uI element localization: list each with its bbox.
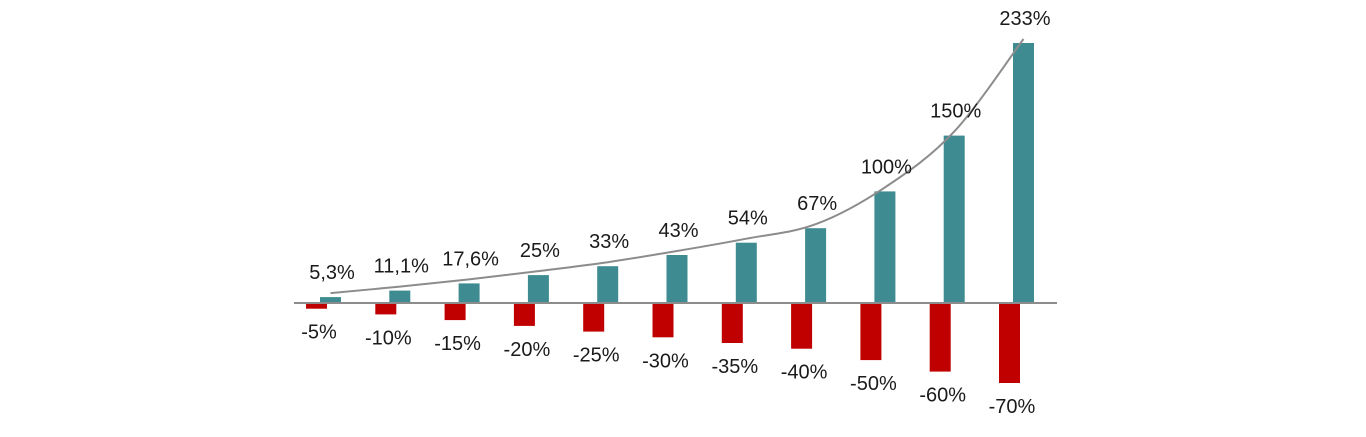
gain-trend-curve xyxy=(330,38,1025,295)
gain-bar xyxy=(458,283,480,303)
gain-bar xyxy=(597,266,619,303)
loss-bar xyxy=(306,303,327,309)
gain-bar xyxy=(805,228,827,303)
loss-bar xyxy=(583,303,605,332)
gain-data-label: 11,1% xyxy=(374,256,429,278)
loss-bar xyxy=(929,303,951,372)
loss-data-label: -5% xyxy=(301,322,337,344)
gain-bar xyxy=(666,255,688,303)
loss-bar xyxy=(375,303,397,315)
gain-data-label: 150% xyxy=(930,101,981,123)
loss-data-label: -25% xyxy=(573,345,620,367)
gain-bar xyxy=(320,297,341,303)
loss-bar xyxy=(791,303,813,349)
gain-bar xyxy=(389,290,411,303)
loss-bars xyxy=(306,303,1020,383)
gain-data-label: 43% xyxy=(658,220,698,242)
loss-bar xyxy=(652,303,674,338)
loss-data-label: -35% xyxy=(711,356,758,378)
gain-data-label: 25% xyxy=(520,240,560,262)
gain-data-label: 33% xyxy=(589,231,629,253)
loss-data-label: -60% xyxy=(919,385,966,407)
loss-data-label: -10% xyxy=(365,327,412,349)
gain-data-label: 67% xyxy=(797,193,837,215)
loss-bar xyxy=(721,303,743,343)
loss-data-label: -20% xyxy=(504,339,551,361)
gain-bars xyxy=(320,43,1034,303)
loss-bar xyxy=(444,303,466,321)
loss-data-label: -40% xyxy=(781,362,828,384)
gain-data-label: 54% xyxy=(728,208,768,230)
data-labels: 5,3% -5% 11,1% -10% 17,6% -15% 25% -20% 33% -25% 4… xyxy=(301,8,1051,418)
gain-bar xyxy=(943,135,965,303)
loss-bar xyxy=(513,303,535,326)
gain-data-label: 5,3% xyxy=(309,262,355,284)
loss-bar xyxy=(999,303,1020,383)
loss-data-label: -70% xyxy=(989,396,1036,418)
gain-data-label: 233% xyxy=(999,8,1050,30)
gain-bar xyxy=(527,275,549,303)
gain-data-label: 100% xyxy=(861,156,912,178)
loss-data-label: -50% xyxy=(850,373,897,395)
loss-bar xyxy=(860,303,882,361)
loss-data-label: -30% xyxy=(642,350,689,372)
gain-bar xyxy=(735,242,757,303)
gain-bar xyxy=(1013,43,1034,303)
loss-data-label: -15% xyxy=(434,333,481,355)
gain-data-label: 17,6% xyxy=(442,248,499,270)
gain-bar xyxy=(874,191,896,303)
